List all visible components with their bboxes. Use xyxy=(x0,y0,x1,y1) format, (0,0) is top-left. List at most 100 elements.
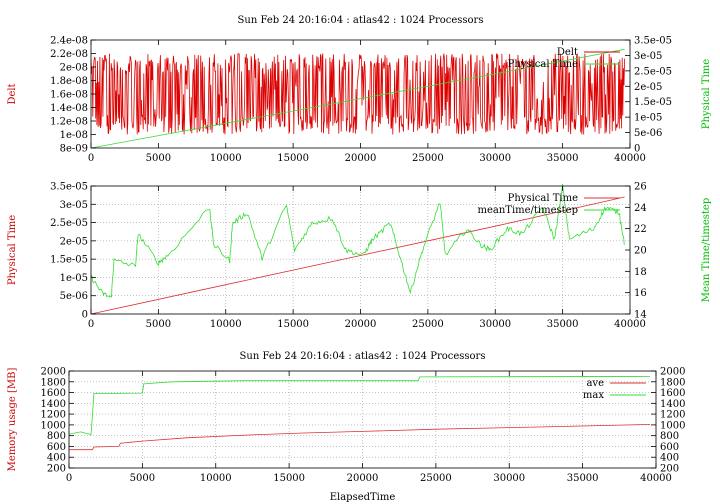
chart-panel-3: 0 5000 10000 15000 20000 25000 30000 35000 40000… xyxy=(7,351,685,503)
x-tick-label: 10000 xyxy=(200,473,232,484)
x-tick-label: 20000 xyxy=(345,319,377,330)
y2-tick-label: 2.5e-05 xyxy=(634,66,672,77)
y-tick-label: 1.4e-08 xyxy=(50,103,88,114)
y2-axis-label: Mean Time/timestep xyxy=(701,198,712,302)
y2-tick-label: 600 xyxy=(660,442,679,453)
y-tick-label: 2.2e-08 xyxy=(50,49,88,60)
y2-tick-label: 5e-06 xyxy=(634,128,662,139)
y-tick-label: 600 xyxy=(47,442,66,453)
chart-title: Sun Feb 24 20:16:04 : atlas42 : 1024 Pro… xyxy=(240,351,486,362)
y2-tick-label: 1400 xyxy=(660,399,685,410)
y-tick-label: 2.4e-08 xyxy=(50,36,88,47)
y-axis-label: Memory usage [MB] xyxy=(7,368,18,472)
x-tick-label: 20000 xyxy=(345,153,377,164)
chart-panel-1: 0 5000 10000 15000 20000 25000 30000 35000 40000… xyxy=(7,15,712,164)
y2-tick-label: 1200 xyxy=(660,410,685,421)
x-tick-label: 0 xyxy=(66,473,72,484)
x-tick-label: 35000 xyxy=(547,153,579,164)
y2-tick-label: 200 xyxy=(660,464,679,475)
y-tick-label: 3.5e-05 xyxy=(50,182,88,193)
y2-tick-label: 1000 xyxy=(660,420,685,431)
y-tick-label: 1.5e-05 xyxy=(50,255,88,266)
y2-tick-label: 400 xyxy=(660,453,679,464)
y-axis-label: Physical Time xyxy=(7,215,18,285)
y-tick-label: 2000 xyxy=(41,367,66,378)
y2-axis-label: Physical Time xyxy=(701,59,712,129)
y-axis-label: Delt xyxy=(7,83,18,104)
y-tick-label: 1.2e-08 xyxy=(50,117,88,128)
series-line-2 xyxy=(90,183,625,298)
y-tick-label: 1.8e-08 xyxy=(50,76,88,87)
y-tick-label: 200 xyxy=(47,464,66,475)
y-tick-label: 5e-06 xyxy=(60,291,88,302)
y-tick-label: 8e-09 xyxy=(60,144,88,155)
series-line-1 xyxy=(69,424,651,451)
y-tick-label: 1600 xyxy=(41,388,66,399)
y2-tick-label: 26 xyxy=(634,182,647,193)
x-tick-label: 5000 xyxy=(146,153,171,164)
x-tick-label: 25000 xyxy=(412,319,444,330)
y-tick-label: 2.5e-05 xyxy=(50,218,88,229)
x-tick-label: 30000 xyxy=(493,473,525,484)
y-tick-label: 1800 xyxy=(41,377,66,388)
x-tick-label: 35000 xyxy=(547,319,579,330)
y2-tick-label: 2000 xyxy=(660,367,685,378)
y-tick-label: 1000 xyxy=(41,420,66,431)
y-tick-label: 400 xyxy=(47,453,66,464)
y2-tick-label: 0 xyxy=(634,144,640,155)
y2-tick-label: 1600 xyxy=(660,388,685,399)
y2-tick-label: 3.5e-05 xyxy=(634,36,672,47)
y-tick-label: 1e-05 xyxy=(60,273,88,284)
y-tick-label: 2e-05 xyxy=(60,236,88,247)
y2-tick-label: 1e-05 xyxy=(634,113,662,124)
y-tick-label: 1.6e-08 xyxy=(50,90,88,101)
y2-tick-label: 1800 xyxy=(660,377,685,388)
legend-label: Physical Time xyxy=(508,59,578,70)
y2-tick-label: 800 xyxy=(660,431,679,442)
y-tick-label: 1200 xyxy=(41,410,66,421)
chart-title: Sun Feb 24 20:16:04 : atlas42 : 1024 Pro… xyxy=(238,15,484,26)
x-tick-label: 40000 xyxy=(614,153,646,164)
legend-label: Delt xyxy=(557,47,578,58)
y-tick-label: 0 xyxy=(82,310,88,321)
x-tick-label: 20000 xyxy=(347,473,379,484)
x-tick-label: 35000 xyxy=(567,473,599,484)
x-axis-label: ElapsedTime xyxy=(330,492,396,503)
y2-tick-label: 14 xyxy=(634,310,647,321)
y-tick-label: 1e-08 xyxy=(60,130,88,141)
x-tick-label: 15000 xyxy=(273,473,305,484)
series-line-1 xyxy=(90,52,625,135)
x-tick-label: 15000 xyxy=(277,319,309,330)
x-tick-label: 15000 xyxy=(277,153,309,164)
y2-tick-label: 16 xyxy=(634,288,647,299)
x-tick-label: 25000 xyxy=(420,473,452,484)
x-tick-label: 25000 xyxy=(412,153,444,164)
x-tick-label: 0 xyxy=(88,153,94,164)
y2-tick-label: 2e-05 xyxy=(634,82,662,93)
y2-tick-label: 18 xyxy=(634,267,647,278)
legend-label: max xyxy=(583,390,604,401)
x-tick-label: 10000 xyxy=(210,319,242,330)
series-line-2 xyxy=(68,376,651,436)
y2-tick-label: 22 xyxy=(634,224,647,235)
x-tick-label: 30000 xyxy=(479,153,511,164)
y2-tick-label: 24 xyxy=(634,203,647,214)
x-tick-label: 5000 xyxy=(130,473,155,484)
y-tick-label: 2e-08 xyxy=(60,63,88,74)
x-tick-label: 0 xyxy=(88,319,94,330)
y2-tick-label: 1.5e-05 xyxy=(634,97,672,108)
x-tick-label: 40000 xyxy=(640,473,672,484)
x-tick-label: 10000 xyxy=(210,153,242,164)
legend-label: meanTime/timestep xyxy=(477,205,578,216)
x-tick-label: 5000 xyxy=(146,319,171,330)
y-tick-label: 3e-05 xyxy=(60,200,88,211)
y2-tick-label: 20 xyxy=(634,246,647,257)
series-line-2 xyxy=(90,48,625,149)
x-tick-label: 40000 xyxy=(614,319,646,330)
y2-tick-label: 3e-05 xyxy=(634,51,662,62)
y-tick-label: 800 xyxy=(47,431,66,442)
y-tick-label: 1400 xyxy=(41,399,66,410)
legend-label: ave xyxy=(586,378,604,389)
x-tick-label: 30000 xyxy=(479,319,511,330)
